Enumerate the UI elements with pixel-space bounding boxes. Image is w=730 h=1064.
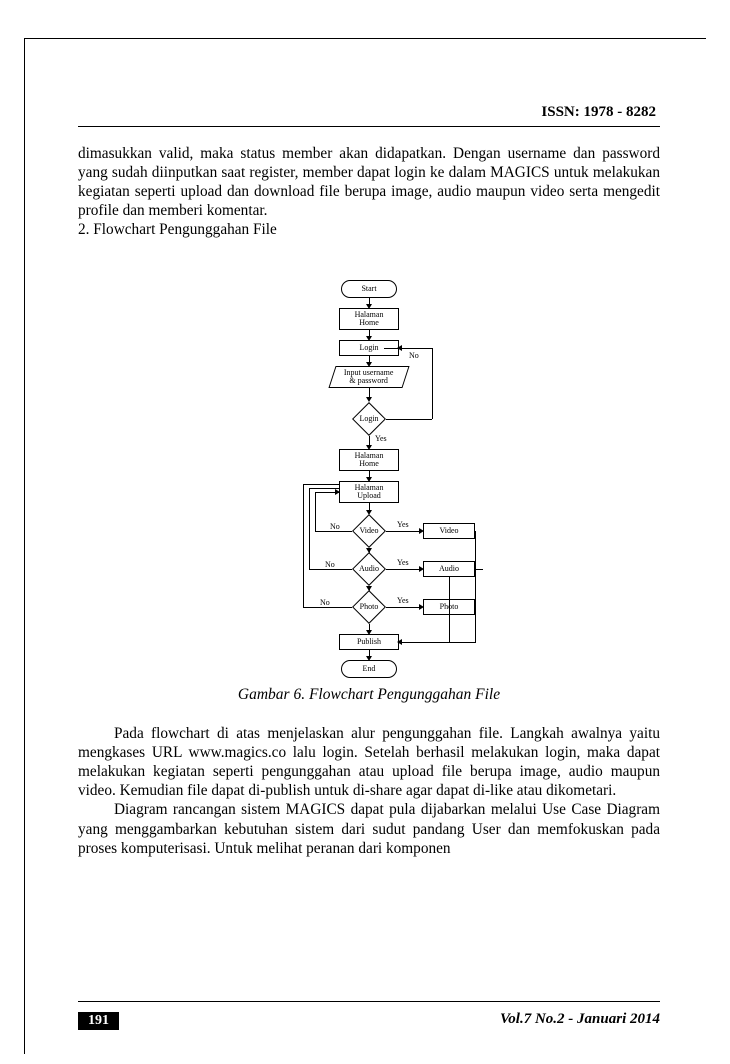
node-audio-process: Audio [423,561,475,577]
body-paragraph-block: Pada flowchart di atas menjelaskan alur … [78,724,660,858]
para2: Pada flowchart di atas menjelaskan alur … [78,724,660,800]
edge [309,569,352,570]
node-photo-decision [352,590,386,624]
arrow-icon [397,345,402,351]
edge [475,531,476,642]
node-home2: Halaman Home [339,449,399,471]
issn-header: ISSN: 1978 - 8282 [541,104,656,121]
body-paragraph-1: dimasukkan valid, maka status member aka… [78,144,660,240]
edge [384,348,432,349]
label-yes: Yes [397,520,409,529]
para1-text: dimasukkan valid, maka status member aka… [78,145,660,219]
edge [432,348,433,419]
arrow-icon [397,639,402,645]
node-video-decision [352,514,386,548]
node-video-dec-wrap [352,514,386,548]
label-no: No [325,560,335,569]
node-video-process: Video [423,523,475,539]
node-input: Input username & password [328,366,409,388]
label-no: No [409,351,419,360]
footer-volume: Vol.7 No.2 - Januari 2014 [500,1011,660,1028]
label-yes: Yes [397,596,409,605]
edge [309,488,310,569]
node-end: End [341,660,397,678]
bottom-rule [78,1001,660,1002]
node-audio-dec-wrap [352,552,386,586]
node-login-decision-wrap [352,402,386,436]
top-rule [78,126,660,127]
edge [315,531,352,532]
edge [475,569,483,570]
node-input-label: Input username & password [344,369,394,386]
node-login-decision [352,402,386,436]
edge [399,642,476,643]
flowchart-figure: Start Halaman Home Login Input username … [78,280,660,660]
edge [303,484,339,485]
label-no: No [320,598,330,607]
node-upload: Halaman Upload [339,481,399,503]
edge [386,531,420,532]
label-no: No [330,522,340,531]
edge [315,492,316,531]
edge [449,577,450,642]
node-start: Start [341,280,397,298]
edge [303,484,304,607]
edge [386,607,420,608]
arrow-icon [335,489,340,495]
label-yes: Yes [375,434,387,443]
node-photo-dec-wrap [352,590,386,624]
node-audio-decision [352,552,386,586]
figure-caption: Gambar 6. Flowchart Pengunggahan File [78,686,660,704]
node-home1: Halaman Home [339,308,399,330]
label-yes: Yes [397,558,409,567]
node-publish: Publish [339,634,399,650]
edge [386,569,420,570]
edge [386,419,432,420]
flowchart: Start Halaman Home Login Input username … [239,280,499,660]
para1-item: 2. Flowchart Pengunggahan File [78,221,277,238]
footer: 191 Vol.7 No.2 - Januari 2014 [78,1012,660,1030]
page-number: 191 [78,1012,119,1030]
para3: Diagram rancangan sistem MAGICS dapat pu… [78,800,660,857]
edge [303,607,352,608]
